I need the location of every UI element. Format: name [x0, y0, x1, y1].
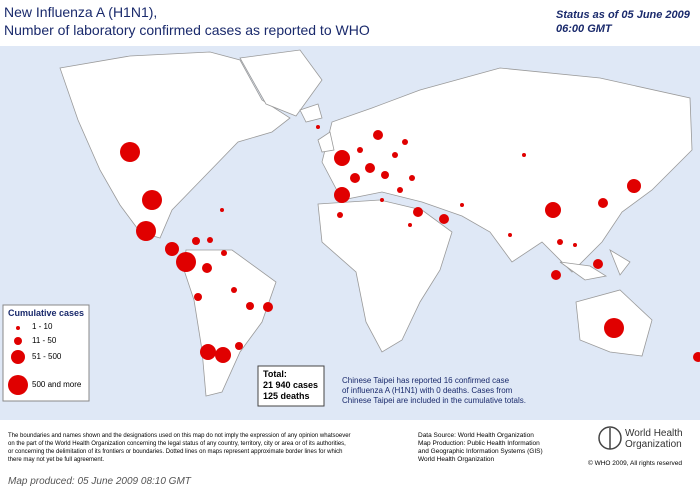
total-label: Total:	[263, 369, 287, 379]
case-marker	[408, 223, 412, 227]
case-markers	[120, 125, 700, 363]
case-marker	[598, 198, 608, 208]
logo-text: World Health Organization	[625, 428, 683, 450]
case-marker	[627, 179, 641, 193]
total-box	[257, 365, 325, 407]
case-marker	[365, 163, 375, 173]
case-marker	[593, 259, 603, 269]
case-marker	[200, 344, 216, 360]
shape	[321, 67, 693, 273]
case-marker	[235, 342, 243, 350]
copyright: © WHO 2009, All rights reserved	[588, 460, 683, 467]
case-marker	[357, 147, 363, 153]
logo-line: World Health	[625, 428, 683, 439]
note-line: Chinese Taipei has reported 16 confirmed…	[342, 376, 510, 385]
case-marker	[522, 153, 526, 157]
case-marker	[142, 190, 162, 210]
legend-item: 51 - 500	[32, 352, 62, 361]
legend-item: 11 - 50	[32, 336, 57, 345]
case-marker	[11, 350, 25, 364]
case-marker	[573, 243, 577, 247]
case-marker	[381, 171, 389, 179]
title-1: New Influenza A (H1N1),	[4, 4, 158, 20]
disclaimer-line: on the part of the World Health Organiza…	[8, 441, 346, 447]
status-2: 06:00 GMT	[556, 23, 612, 35]
case-marker	[413, 207, 423, 217]
case-marker	[165, 242, 179, 256]
case-marker	[231, 287, 237, 293]
source-line: World Health Organization	[418, 456, 495, 463]
legend-item: 1 - 10	[32, 322, 53, 331]
case-marker	[14, 337, 22, 345]
case-marker	[373, 130, 383, 140]
case-marker	[246, 302, 254, 310]
case-marker	[693, 352, 700, 362]
case-marker	[397, 187, 403, 193]
disclaimer-line: The boundaries and names shown and the d…	[8, 433, 351, 439]
case-marker	[439, 214, 449, 224]
total-deaths: 125 deaths	[263, 391, 310, 401]
source-line: Map Production: Public Health Informatio…	[418, 440, 540, 447]
note-line: of influenza A (H1N1) with 0 deaths. Cas…	[342, 386, 513, 395]
legend	[2, 304, 90, 402]
source-line: and Geographic Information Systems (GIS)	[418, 448, 543, 455]
shape	[299, 103, 631, 281]
legend-item: 500 and more	[32, 380, 82, 389]
source: Data Source: World Health Organization M…	[418, 432, 543, 464]
case-marker	[192, 237, 200, 245]
landmasses	[59, 49, 693, 397]
case-marker	[8, 375, 28, 395]
case-marker	[176, 252, 196, 272]
note-line: Chinese Taipei are included in the cumul…	[342, 396, 526, 405]
case-marker	[545, 202, 561, 218]
case-marker	[460, 203, 464, 207]
case-marker	[350, 173, 360, 183]
case-marker	[136, 221, 156, 241]
case-marker	[604, 318, 624, 338]
source-line: Data Source: World Health Organization	[418, 432, 534, 439]
disclaimer: The boundaries and names shown and the d…	[8, 432, 408, 464]
case-marker	[557, 239, 563, 245]
case-marker	[508, 233, 512, 237]
total-cases: 21 940 cases	[263, 380, 319, 390]
disclaimer-line: there may not yet be full agreement.	[8, 457, 105, 463]
case-marker	[380, 198, 384, 202]
case-marker	[215, 347, 231, 363]
status-1: Status as of 05 June 2009	[556, 9, 690, 21]
title-2: Number of laboratory confirmed cases as …	[4, 22, 370, 38]
case-marker	[202, 263, 212, 273]
legend-title: Cumulative cases	[8, 308, 85, 318]
shape	[59, 51, 291, 239]
logo-line: Organization	[625, 439, 682, 450]
who-logo	[598, 426, 622, 450]
case-marker	[194, 293, 202, 301]
case-marker	[221, 250, 227, 256]
case-marker	[402, 139, 408, 145]
disclaimer-line: or concerning the delimitation of its fr…	[8, 449, 343, 455]
case-marker	[334, 150, 350, 166]
shape	[239, 49, 323, 117]
case-marker	[16, 326, 20, 330]
case-marker	[207, 237, 213, 243]
case-marker	[337, 212, 343, 218]
case-marker	[334, 187, 350, 203]
case-marker	[409, 175, 415, 181]
case-marker	[551, 270, 561, 280]
case-marker	[263, 302, 273, 312]
map-produced: Map produced: 05 June 2009 08:10 GMT	[8, 476, 191, 487]
case-marker	[120, 142, 140, 162]
case-marker	[316, 125, 320, 129]
case-marker	[220, 208, 224, 212]
case-marker	[392, 152, 398, 158]
